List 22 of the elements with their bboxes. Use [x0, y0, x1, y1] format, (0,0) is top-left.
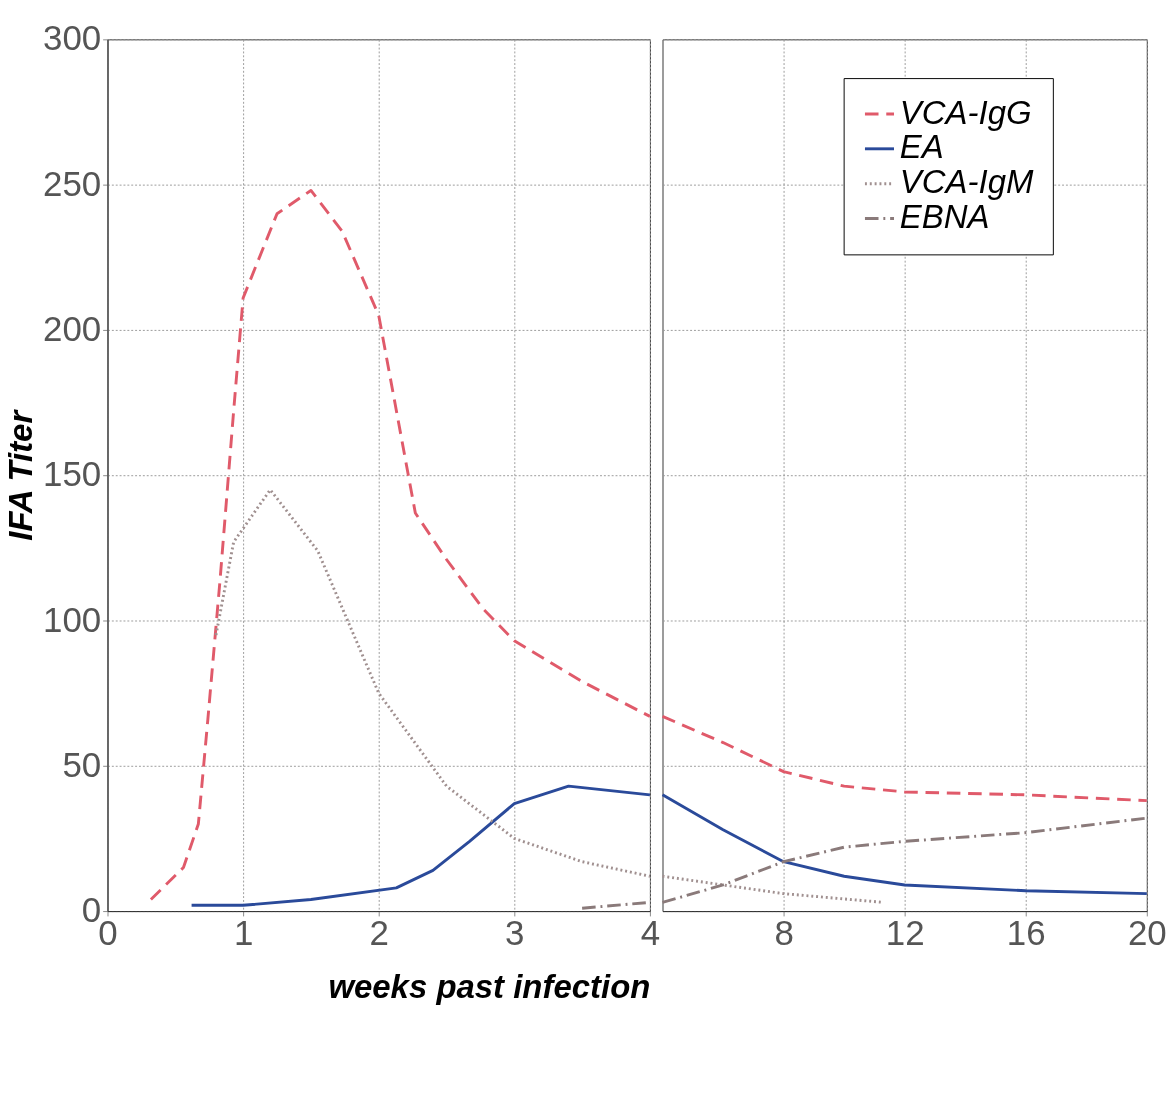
x-tick-label: 12 — [885, 913, 925, 953]
line-series — [149, 189, 652, 901]
y-tick-label: 200 — [43, 309, 102, 349]
y-tick-label: 100 — [43, 599, 102, 639]
x-tick-label: 20 — [1127, 913, 1167, 953]
legend-label: VCA-IgG — [899, 93, 1032, 131]
y-tick-label: 150 — [43, 454, 102, 494]
legend-label: VCA-IgM — [899, 163, 1034, 201]
legend-label: EA — [899, 128, 944, 166]
y-tick-label: 250 — [43, 163, 102, 203]
x-tick-label: 1 — [233, 913, 254, 953]
y-tick-label: 300 — [43, 18, 102, 58]
legend-label: EBNA — [899, 198, 990, 236]
y-axis-title: IFA Titer — [2, 408, 40, 541]
line-series — [190, 784, 652, 907]
x-tick-label: 3 — [505, 913, 525, 953]
x-tick-label: 2 — [369, 913, 389, 953]
x-tick-label: 16 — [1006, 913, 1046, 953]
x-tick-label: 4 — [640, 913, 661, 953]
x-axis-title: weeks past infection — [328, 967, 651, 1005]
x-tick-label: 8 — [774, 913, 794, 953]
y-tick-label: 50 — [62, 744, 102, 784]
